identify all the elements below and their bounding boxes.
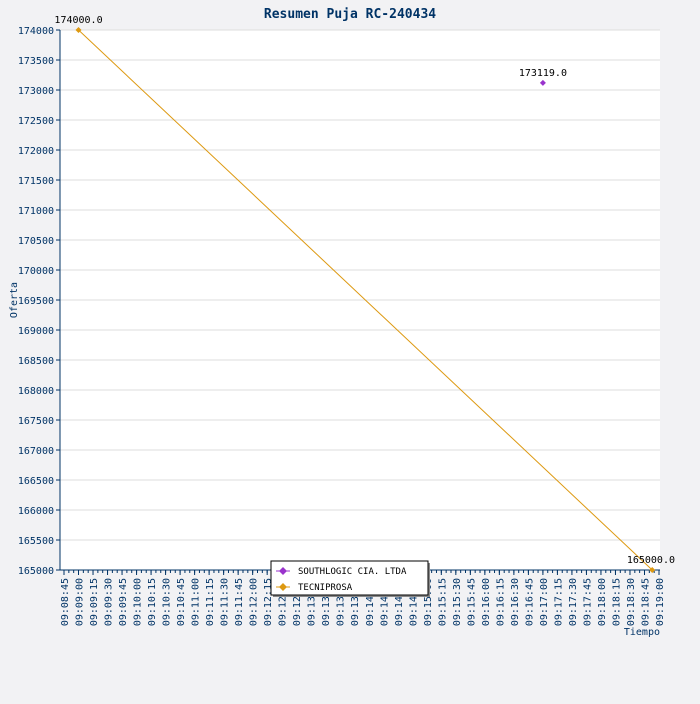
- legend-box: [270, 560, 429, 596]
- series-line-tecniprosa: [78, 29, 653, 571]
- x-tick-label: 09:10:00: [133, 578, 144, 626]
- x-tick-label: 09:09:00: [75, 578, 86, 626]
- x-tick-label: 09:16:00: [481, 578, 492, 626]
- y-tick-label: 170500: [18, 236, 54, 247]
- x-tick-label: 09:17:30: [568, 578, 579, 626]
- x-tick-label: 09:12:45: [292, 578, 303, 626]
- y-tick-label: 170000: [18, 266, 54, 277]
- x-tick-label: 09:15:45: [466, 578, 477, 626]
- y-tick-label: 168000: [18, 386, 54, 397]
- x-tick-label: 09:19:00: [655, 578, 666, 626]
- x-tick-label: 09:17:15: [553, 578, 564, 626]
- x-tick-label: 09:09:15: [89, 578, 100, 626]
- x-tick-label: 09:10:15: [147, 578, 158, 626]
- y-tick-label: 166500: [18, 476, 54, 487]
- x-tick-label: 09:11:00: [191, 578, 202, 626]
- legend-marker: [279, 583, 287, 591]
- x-tick-label: 09:18:15: [611, 578, 622, 626]
- x-tick-label: 09:11:30: [220, 578, 231, 626]
- y-tick-label: 174000: [18, 26, 54, 37]
- data-point-tecniprosa: [649, 567, 656, 573]
- x-tick-label: 09:15:15: [437, 578, 448, 626]
- y-tick-label: 172500: [18, 116, 54, 127]
- series-layer: 173119.0 174000.0 165000.0: [54, 15, 675, 573]
- x-tick-label: 09:14:15: [379, 578, 390, 626]
- data-label: 165000.0: [627, 555, 675, 566]
- x-tick-label: 09:11:15: [205, 578, 216, 626]
- chart-title: Resumen Puja RC-240434: [264, 7, 436, 22]
- x-tick-label: 09:10:30: [162, 578, 173, 626]
- x-tick-label: 09:15:00: [423, 578, 434, 626]
- x-tick-label: 09:08:45: [60, 578, 71, 626]
- x-tick-label: 09:14:45: [408, 578, 419, 626]
- x-tick-label: 09:16:30: [510, 578, 521, 626]
- x-tick-label: 09:17:45: [582, 578, 593, 626]
- y-tick-label: 166000: [18, 506, 54, 517]
- x-tick-label: 09:15:30: [452, 578, 463, 626]
- x-tick-label: 09:09:30: [104, 578, 115, 626]
- x-tick-label: 09:17:00: [539, 578, 550, 626]
- legend: SOUTHLOGIC CIA. LTDA TECNIPROSA: [270, 560, 430, 597]
- y-tick-label: 171500: [18, 176, 54, 187]
- x-tick-label: 09:10:45: [176, 578, 187, 626]
- y-axis-label: Oferta: [9, 282, 20, 318]
- data-point-tecniprosa: [75, 27, 82, 33]
- axis-layer: 165000 165500 166000 166500 167000 167500 1680…: [18, 26, 666, 626]
- y-tick-label: 173500: [18, 56, 54, 67]
- x-tick-label: 09:12:30: [278, 578, 289, 626]
- x-tick-label: 09:16:15: [495, 578, 506, 626]
- x-tick-label: 09:09:45: [118, 578, 129, 626]
- x-tick-label: 09:13:45: [350, 578, 361, 626]
- x-tick-label: 09:13:00: [307, 578, 318, 626]
- y-tick-label: 169000: [18, 326, 54, 337]
- data-point-southlogic-cia-ltda: [539, 79, 546, 86]
- y-tick-label: 172000: [18, 146, 54, 157]
- data-label: 173119.0: [519, 68, 567, 79]
- y-tick-label: 173000: [18, 86, 54, 97]
- y-tick-label: 165500: [18, 536, 54, 547]
- x-tick-label: 09:14:00: [365, 578, 376, 626]
- legend-marker: [279, 567, 287, 575]
- x-tick-label: 09:16:45: [524, 578, 535, 626]
- x-tick-label: 09:13:30: [336, 578, 347, 626]
- x-tick-label: 09:18:30: [626, 578, 637, 626]
- x-tick-label: 09:12:15: [263, 578, 274, 626]
- y-tick-label: 168500: [18, 356, 54, 367]
- grid-layer: [60, 29, 660, 571]
- y-tick-label: 171000: [18, 206, 54, 217]
- legend-label: SOUTHLOGIC CIA. LTDA: [298, 567, 407, 577]
- legend-label: TECNIPROSA: [298, 583, 353, 593]
- x-tick-label: 09:13:15: [321, 578, 332, 626]
- y-tick-label: 165000: [18, 566, 54, 577]
- y-tick-label: 167500: [18, 416, 54, 427]
- x-tick-label: 09:11:45: [234, 578, 245, 626]
- y-tick-label: 167000: [18, 446, 54, 457]
- x-tick-label: 09:14:30: [394, 578, 405, 626]
- x-axis-label: Tiempo: [624, 627, 660, 638]
- x-tick-label: 09:12:00: [249, 578, 260, 626]
- data-label: 174000.0: [54, 15, 102, 26]
- x-tick-label: 09:18:45: [640, 578, 651, 626]
- x-tick-label: 09:18:00: [597, 578, 608, 626]
- y-tick-label: 169500: [18, 296, 54, 307]
